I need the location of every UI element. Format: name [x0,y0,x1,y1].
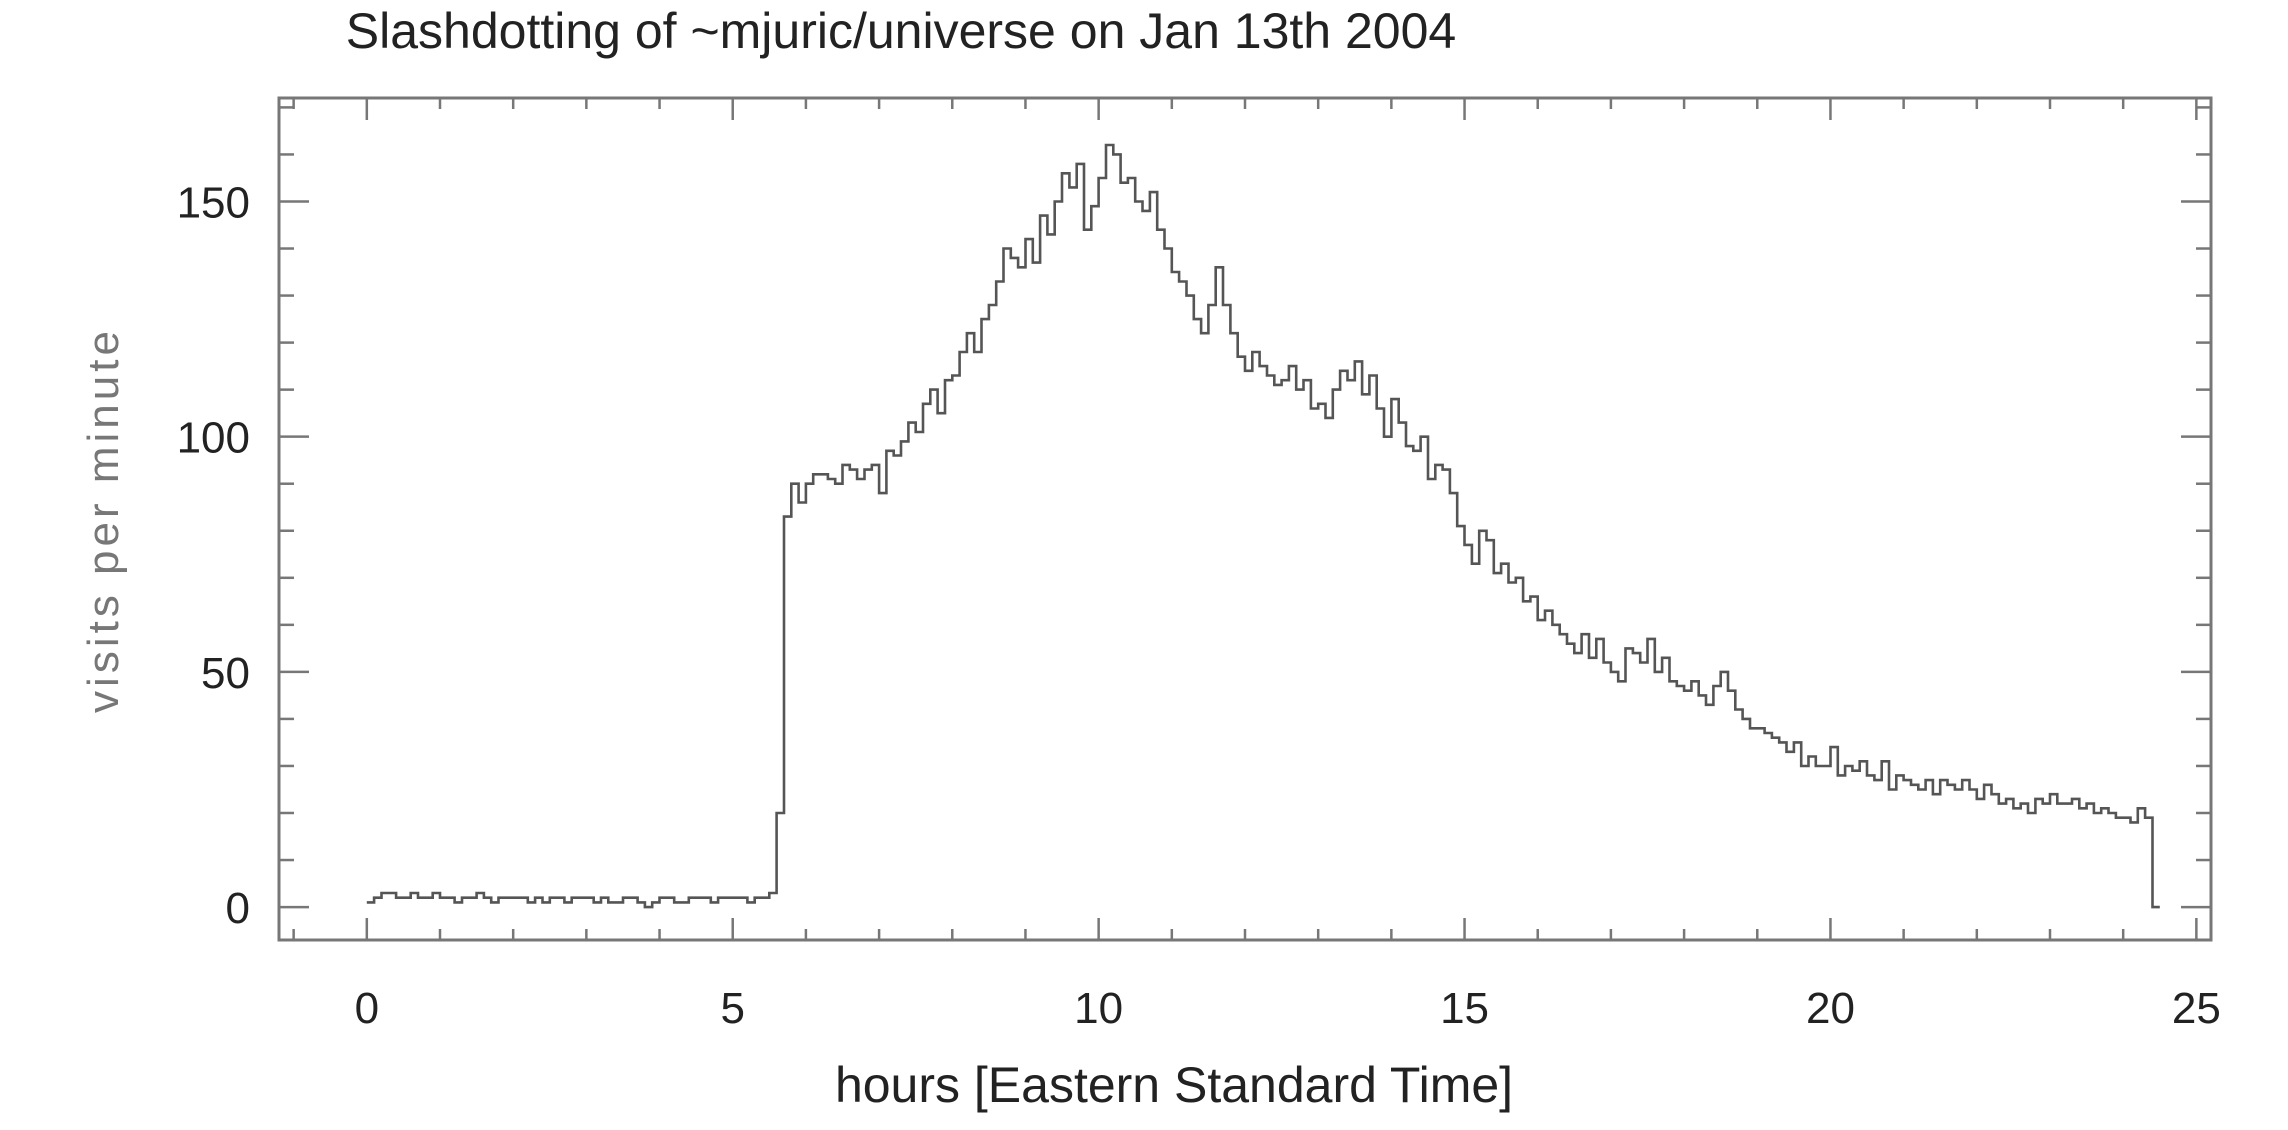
x-axis-label: hours [Eastern Standard Time] [835,1057,1513,1113]
y-tick-labels: 0 50 100 150 [177,178,250,933]
y-tick-label: 100 [177,414,250,463]
chart-title: Slashdotting of ~mjuric/universe on Jan … [346,3,1456,59]
x-tick-label: 10 [1074,984,1123,1033]
y-axis-label: visits per minute [79,327,128,713]
x-tick-label: 5 [720,984,744,1033]
y-tick-label: 150 [177,178,250,227]
axis-ticks [279,98,2211,940]
y-tick-label: 0 [226,884,250,933]
x-tick-labels: 0 5 10 15 20 25 [355,984,2221,1033]
x-tick-label: 0 [355,984,379,1033]
y-tick-label: 50 [201,649,250,698]
x-tick-label: 15 [1440,984,1489,1033]
visits-step-series [366,143,2160,909]
plot-frame [277,96,2213,942]
x-tick-label: 20 [1806,984,1855,1033]
x-tick-label: 25 [2172,984,2221,1033]
